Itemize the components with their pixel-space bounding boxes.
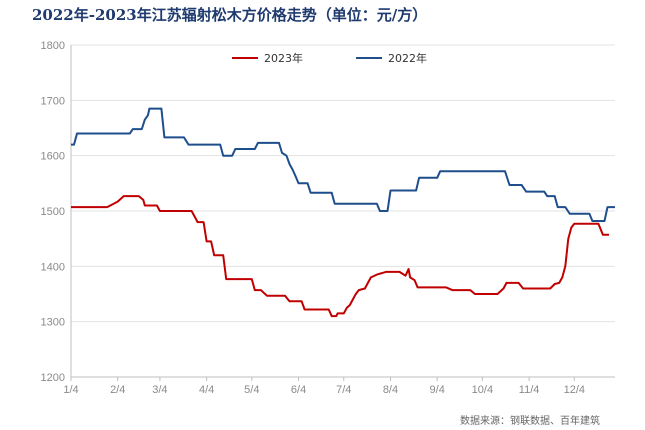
legend-label: 2022年 [388, 51, 427, 65]
y-tick-label: 1400 [41, 261, 65, 273]
legend-label: 2023年 [264, 51, 303, 65]
y-tick-label: 1600 [41, 151, 65, 163]
x-tick-label: 1/4 [63, 384, 78, 396]
grid-lines [71, 44, 615, 323]
x-tick-label: 4/4 [199, 384, 214, 396]
axes [70, 45, 615, 378]
y-tick-label: 1700 [41, 95, 65, 107]
y-tick-label: 1200 [41, 372, 65, 384]
series-line-2022年 [71, 107, 615, 222]
x-tick-label: 2/4 [110, 384, 125, 396]
legend: 2023年 2022年 [232, 51, 427, 65]
chart-title: 2022年-2023年江苏辐射松木方价格走势（单位：元/方） [32, 6, 428, 24]
y-tick-label: 1500 [41, 206, 65, 218]
x-tick-label: 6/4 [291, 384, 306, 396]
source-note: 数据来源：钢联数据、百年建筑 [460, 414, 600, 427]
x-tick-label: 11/4 [519, 384, 540, 396]
x-tick-label: 12/4 [564, 384, 585, 396]
x-tick-label: 3/4 [152, 384, 167, 396]
y-tick-label: 1300 [41, 317, 65, 329]
series-lines [71, 107, 615, 318]
x-tick-label: 7/4 [336, 384, 351, 396]
x-tick-labels: 1/4 2/4 3/4 4/4 5/4 6/4 7/4 8/4 9/4 10/4 11/4 12/4 [63, 377, 585, 396]
x-tick-label: 8/4 [383, 384, 398, 396]
y-tick-label: 1800 [41, 40, 65, 52]
x-tick-label: 10/4 [472, 384, 493, 396]
y-tick-labels: 1200 1300 1400 1500 1600 1700 1800 [41, 40, 65, 384]
x-tick-label: 5/4 [244, 384, 259, 396]
series-line-2023年 [71, 195, 609, 318]
x-tick-label: 9/4 [430, 384, 445, 396]
